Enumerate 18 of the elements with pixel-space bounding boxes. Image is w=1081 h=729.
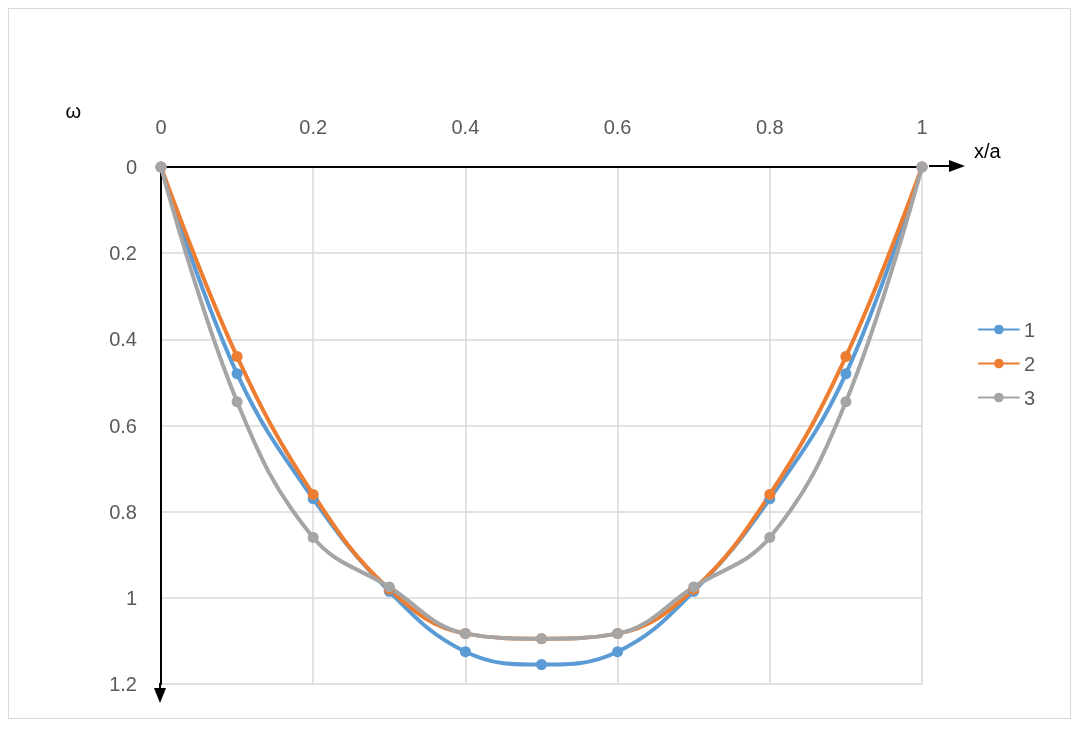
y-tick-label: 0.6 [109, 414, 137, 437]
y-tick-label: 1 [125, 586, 137, 609]
x-tick-label: 1 [916, 116, 928, 138]
x-axis-title: x/a [974, 140, 1002, 162]
y-tick-label: 1.2 [109, 673, 137, 695]
y-tick-label: 0.2 [109, 242, 137, 265]
x-tick-label: 0.8 [755, 116, 784, 138]
x-tick-label: 0.6 [603, 116, 632, 138]
x-tick-label: 0.2 [299, 116, 328, 138]
x-tick-label: 0.4 [451, 116, 480, 138]
y-tick-label: 0 [125, 156, 137, 178]
y-tick-label: 0.8 [109, 500, 137, 523]
legend-label: 1 [1023, 318, 1035, 341]
legend-label: 2 [1023, 352, 1035, 375]
x-tick-label: 0 [155, 116, 167, 138]
y-tick-label: 0.4 [109, 328, 137, 351]
y-axis-title: ω [65, 100, 81, 122]
legend-label: 3 [1023, 386, 1035, 409]
